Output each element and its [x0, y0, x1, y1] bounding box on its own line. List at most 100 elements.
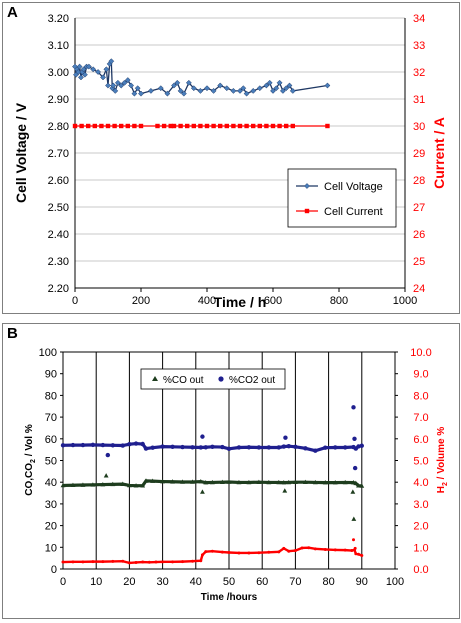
data-point-cell-current — [132, 123, 137, 129]
data-point-co2 — [343, 445, 348, 450]
data-point-cell-voltage — [85, 63, 92, 70]
data-point-cell-voltage — [210, 87, 217, 94]
data-point-co — [60, 482, 66, 488]
x-tick-label: 200 — [132, 295, 150, 307]
data-point-cell-voltage — [286, 82, 293, 89]
y2-tick-label: 6.0 — [413, 434, 428, 446]
data-point-co — [286, 479, 292, 485]
data-point-cell-voltage — [279, 87, 286, 94]
y-tick-label: 80 — [45, 390, 57, 402]
panel-a: A 2.20 2.30 2.40 2.50 2.60 2.70 2.80 2.90 3.00 3.… — [2, 2, 460, 314]
panel-letter-a: A — [7, 4, 18, 21]
data-point-h2 — [134, 560, 138, 564]
data-point-co2 — [160, 444, 165, 449]
y-tick-label: 2.30 — [48, 256, 69, 268]
y-tick-label: 90 — [45, 369, 57, 381]
data-point-co — [236, 479, 242, 485]
data-point-co — [80, 482, 86, 487]
data-point-co — [312, 479, 318, 485]
x-tick-label: 90 — [356, 576, 368, 588]
data-point-cell-current — [198, 123, 203, 129]
data-point-h2 — [313, 547, 317, 551]
y2-tick-label: 29 — [413, 148, 425, 160]
y2-tick-label: 32 — [413, 67, 425, 79]
data-point-co2 — [351, 405, 356, 410]
y2-tick-label: 30 — [413, 121, 425, 133]
data-point-co — [160, 478, 165, 484]
data-point-cell-voltage — [197, 87, 204, 94]
data-point-co — [322, 480, 328, 485]
data-point-cell-current — [79, 123, 84, 129]
y-tick-label: 60 — [45, 434, 57, 446]
data-point-h2 — [91, 560, 95, 564]
data-point-cell-voltage — [81, 71, 88, 78]
data-point-co2 — [150, 445, 155, 450]
data-point-cell-voltage — [237, 87, 243, 94]
data-point-co2 — [281, 444, 286, 449]
panel-letter-b: B — [7, 325, 18, 342]
data-point-co — [256, 479, 262, 484]
x-tick-label: 400 — [198, 295, 216, 307]
data-point-h2 — [171, 560, 175, 564]
y-tick-label: 3.10 — [48, 40, 69, 52]
data-point-co — [226, 479, 232, 484]
y2-tick-label: 28 — [413, 175, 425, 187]
data-point-co2 — [256, 445, 262, 450]
data-point-co — [170, 479, 175, 484]
y2-tick-label: 26 — [413, 229, 425, 241]
data-point-co2 — [105, 452, 111, 458]
y-tick-label: 2.80 — [48, 121, 69, 133]
x-tick-label: 50 — [223, 576, 235, 588]
data-point-co2 — [220, 444, 225, 450]
data-point-cell-current — [161, 123, 167, 129]
y2-axis-title: Current / A — [431, 117, 447, 189]
legend-label-co: %CO out — [163, 375, 204, 386]
data-point-co2 — [352, 465, 358, 471]
data-point-cell-current — [92, 123, 97, 129]
data-point-co — [356, 483, 361, 488]
data-point-cell-current — [224, 123, 229, 129]
data-point-h2 — [360, 554, 364, 558]
data-point-cell-current — [119, 123, 124, 129]
data-point-co2 — [359, 443, 364, 448]
data-point-cell-voltage — [164, 90, 171, 97]
data-point-h2 — [257, 551, 261, 555]
panel-b: B 0 10 20 30 40 50 60 70 80 90 100 0.0 1.0 2.0 3.0 4.0 5… — [2, 323, 460, 619]
y2-tick-label: 3.0 — [413, 499, 428, 511]
data-point-cell-voltage — [112, 87, 119, 94]
data-point-co2 — [276, 445, 281, 450]
data-point-cell-current — [138, 123, 144, 129]
data-point-cell-voltage — [190, 85, 197, 92]
data-point-cell-voltage — [138, 90, 144, 97]
y2-tick-label: 27 — [413, 202, 425, 214]
data-point-h2 — [354, 552, 358, 556]
data-point-co — [246, 479, 252, 485]
data-point-cell-voltage — [263, 82, 270, 89]
data-point-cell-voltage — [177, 87, 184, 94]
data-point-cell-current — [72, 123, 78, 129]
data-point-cell-current — [290, 123, 295, 129]
data-point-co2 — [190, 445, 195, 450]
data-point-cell-current — [251, 123, 256, 129]
data-point-h2 — [267, 550, 271, 554]
data-point-h2 — [300, 546, 304, 550]
data-point-co — [281, 480, 287, 485]
data-point-h2 — [199, 559, 203, 563]
data-point-h2 — [307, 546, 311, 550]
data-point-co — [282, 488, 288, 493]
data-point-co — [180, 479, 185, 484]
y2-tick-label: 34 — [413, 13, 425, 25]
gas-composition-chart: 01020304050607080901000.01.02.03.04.05.0… — [24, 347, 449, 603]
y-axis-title: CO,CO2 / Vol % — [24, 424, 37, 496]
data-point-co2 — [140, 441, 145, 447]
x-tick-label: 60 — [256, 576, 268, 588]
data-point-h2 — [101, 560, 105, 564]
y-tick-label: 20 — [45, 521, 57, 533]
data-point-cell-voltage — [100, 74, 107, 81]
data-point-cell-voltage — [80, 66, 87, 73]
y2-tick-label: 25 — [413, 256, 425, 268]
legend-label-cell-current: Cell Current — [324, 206, 383, 218]
data-point-h2 — [287, 549, 291, 553]
data-point-co — [276, 479, 282, 485]
data-point-co — [150, 478, 156, 483]
